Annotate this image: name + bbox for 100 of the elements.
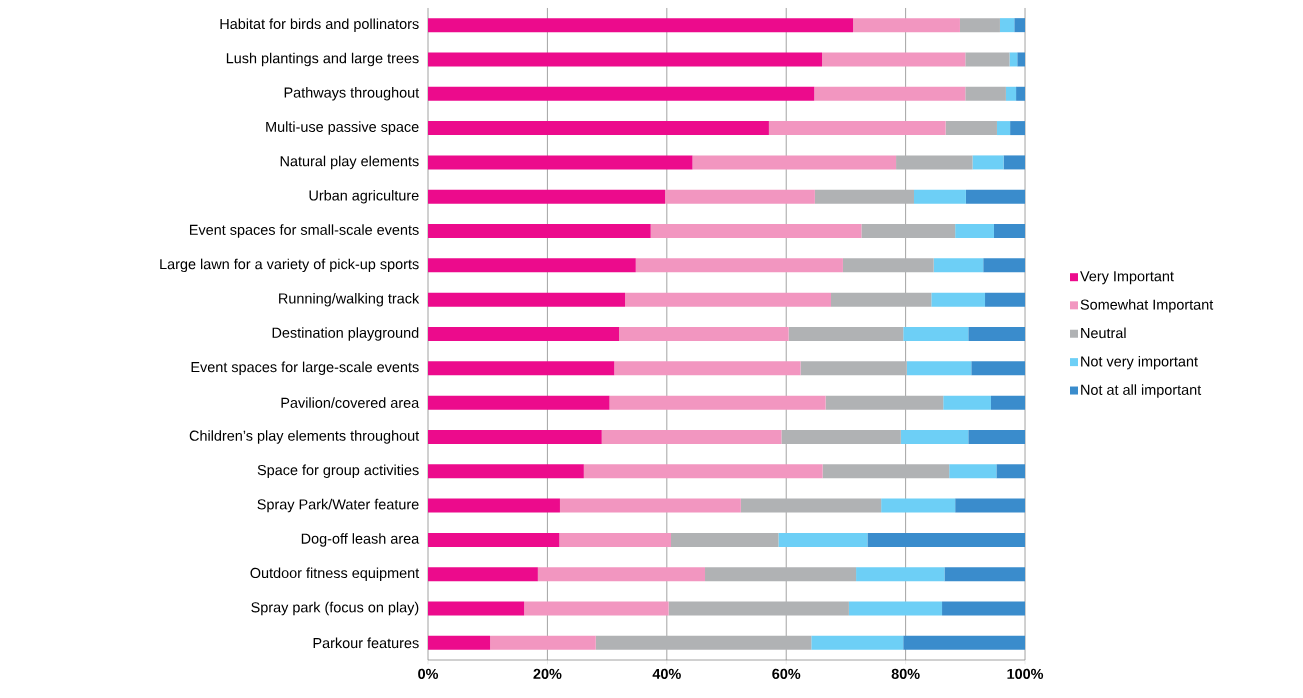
bar — [768, 121, 946, 136]
bar — [537, 567, 706, 582]
bar — [903, 327, 969, 341]
y-tick-label: Parkour features — [313, 637, 419, 649]
y-tick-label: Outdoor fitness equipment — [250, 567, 420, 581]
bar — [428, 361, 615, 376]
y-tick-label: Space for group activities — [257, 464, 419, 478]
bar — [942, 601, 1026, 616]
bar — [428, 567, 538, 582]
bar — [968, 327, 1026, 341]
bar — [524, 601, 669, 616]
bar — [619, 327, 789, 341]
bar — [944, 567, 1026, 582]
bar — [625, 292, 831, 307]
bar — [428, 635, 491, 650]
bar — [993, 224, 1026, 239]
bar — [965, 52, 1010, 67]
x-tick-label: 80% — [891, 668, 920, 679]
bar — [428, 395, 610, 410]
bar — [559, 498, 741, 513]
y-tick-label: Destination playground — [272, 327, 419, 341]
bar — [781, 429, 901, 444]
bar — [943, 395, 991, 410]
legend-label: Not very important — [1081, 355, 1198, 370]
bar — [428, 121, 769, 136]
bar — [867, 532, 1026, 547]
bar — [830, 292, 932, 307]
x-tick-label: 40% — [652, 668, 681, 679]
y-tick-label: Dog-off leash area — [301, 533, 420, 547]
bar — [999, 18, 1015, 33]
bar — [968, 429, 1026, 444]
y-tick-label: Spray park (focus on play) — [251, 601, 419, 616]
bar — [861, 224, 956, 239]
y-tick-label: Event spaces for small-scale events — [190, 224, 419, 238]
bar — [668, 601, 849, 616]
bar — [1014, 18, 1026, 33]
bar — [913, 189, 966, 204]
bar — [814, 189, 914, 204]
legend-label: Not at all important — [1081, 384, 1202, 398]
bar — [601, 429, 782, 444]
bar — [931, 292, 986, 307]
y-tick-label: Children’s play elements throughout — [189, 430, 420, 444]
legend-label: Very Important — [1080, 271, 1174, 285]
bar — [778, 532, 868, 547]
bar — [991, 395, 1026, 410]
bar — [1003, 155, 1026, 170]
bar — [825, 395, 944, 410]
bar — [959, 18, 1000, 33]
bar — [428, 258, 636, 273]
bar — [965, 189, 1026, 204]
bar — [945, 121, 997, 136]
bar — [428, 224, 651, 239]
bar — [955, 224, 994, 239]
bar — [614, 361, 801, 376]
bar — [583, 464, 823, 479]
y-tick-label: Pavilion/covered area — [281, 397, 420, 408]
bar — [896, 155, 973, 170]
bar — [428, 464, 584, 479]
x-tick-label: 60% — [772, 668, 801, 679]
bar — [428, 189, 666, 204]
y-tick-label: Event spaces for large-scale events — [191, 361, 419, 376]
bar — [822, 464, 950, 479]
y-tick-label: Running/walking track — [279, 292, 420, 307]
bar — [985, 292, 1026, 307]
bar — [814, 86, 966, 101]
bar — [428, 52, 823, 67]
bar — [428, 18, 854, 33]
bar — [949, 464, 997, 479]
bar — [933, 258, 984, 273]
bar — [965, 86, 1006, 101]
bar — [428, 601, 525, 616]
bar — [490, 635, 596, 650]
bar — [692, 155, 897, 170]
bar — [900, 429, 969, 444]
bar — [842, 258, 934, 273]
bar — [650, 224, 862, 239]
y-tick-label: Urban agriculture — [309, 190, 419, 204]
legend-label: Somewhat Important — [1080, 299, 1214, 313]
y-tick-label: Spray Park/Water feature — [257, 498, 419, 513]
bar — [1017, 52, 1026, 67]
bar — [428, 327, 620, 341]
bar — [848, 601, 943, 616]
bar — [800, 361, 907, 376]
bar — [906, 361, 972, 376]
bar — [1016, 86, 1026, 101]
bar — [853, 18, 960, 33]
bar — [788, 327, 904, 341]
x-tick-label: 0% — [418, 668, 439, 679]
x-tick-label: 100% — [1007, 668, 1044, 679]
bar — [811, 635, 904, 650]
bar — [559, 532, 671, 547]
x-tick-label: 20% — [533, 668, 562, 679]
y-tick-label: Pathways throughout — [284, 87, 420, 101]
bar — [428, 86, 815, 101]
bar — [428, 155, 693, 170]
y-tick-label: Habitat for birds and pollinators — [220, 18, 419, 32]
bar — [665, 189, 815, 204]
bar — [609, 395, 826, 410]
bar — [996, 121, 1011, 136]
bar — [670, 532, 779, 547]
